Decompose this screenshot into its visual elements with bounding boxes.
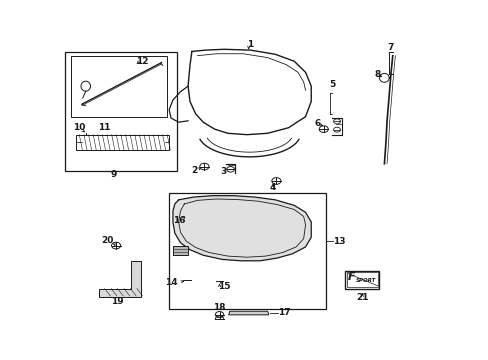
Text: 14: 14 (165, 278, 178, 287)
Text: 3: 3 (220, 167, 226, 176)
Text: SPORT: SPORT (355, 278, 376, 283)
Text: 21: 21 (355, 293, 368, 302)
Text: 12: 12 (136, 57, 148, 66)
Text: 6: 6 (314, 119, 321, 128)
Text: 20: 20 (101, 235, 113, 244)
Text: 2: 2 (191, 166, 197, 175)
Bar (346, 271, 377, 287)
Text: 10: 10 (73, 123, 85, 132)
Text: 11: 11 (98, 123, 111, 132)
Text: 13: 13 (332, 237, 345, 246)
Text: F: F (347, 272, 354, 282)
Polygon shape (173, 195, 311, 261)
Polygon shape (173, 246, 188, 255)
Text: 16: 16 (173, 216, 185, 225)
Bar (345, 270, 379, 288)
Bar (76, 135, 169, 150)
Text: 8: 8 (374, 70, 380, 79)
Text: 19: 19 (111, 297, 123, 306)
Text: 7: 7 (387, 43, 393, 52)
Text: 18: 18 (213, 303, 225, 312)
Text: 9: 9 (111, 170, 117, 179)
Bar (65, 51, 176, 171)
Text: 15: 15 (218, 282, 230, 291)
Bar (70, 56, 167, 117)
Bar (169, 193, 326, 309)
Text: 17: 17 (277, 309, 290, 318)
Text: 4: 4 (269, 183, 275, 192)
Polygon shape (99, 261, 141, 297)
Text: 5: 5 (328, 80, 335, 89)
Text: 1: 1 (247, 40, 253, 49)
Polygon shape (228, 311, 268, 315)
